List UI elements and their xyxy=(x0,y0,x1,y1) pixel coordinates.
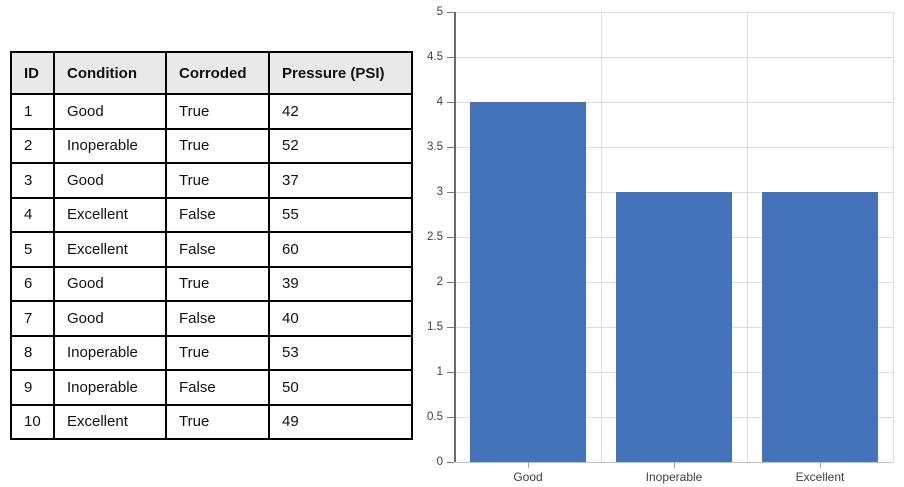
y-axis-tick xyxy=(447,416,454,418)
y-axis-tick xyxy=(447,101,454,103)
table-row: 1 Good True 42 xyxy=(10,93,413,130)
y-axis-tick xyxy=(447,56,454,58)
y-tick-label: 2.5 xyxy=(427,230,443,243)
table-cell: 5 xyxy=(10,231,55,268)
table-cell: 6 xyxy=(10,265,55,302)
table-cell: 39 xyxy=(268,265,413,302)
y-axis-tick xyxy=(447,371,454,373)
table-row: 5 Excellent False 60 xyxy=(10,231,413,268)
table-row: 7 Good False 40 xyxy=(10,300,413,337)
y-axis-tick xyxy=(447,461,454,463)
bar-excellent xyxy=(761,192,879,462)
y-tick-label: 0 xyxy=(436,455,443,468)
table-cell: 50 xyxy=(268,369,413,406)
table-cell: Excellent xyxy=(53,403,167,440)
x-axis-tick xyxy=(673,462,675,468)
table-cell: 40 xyxy=(268,300,413,337)
gridline xyxy=(600,12,602,462)
y-tick-label: 0.5 xyxy=(427,410,443,423)
condition-count-bar-chart: 5 4.5 4 3.5 3 2.5 2 1.5 1 0.5 0 Good Inoperable Excel… xyxy=(427,6,894,483)
gridline xyxy=(455,11,893,13)
gridline xyxy=(892,12,894,462)
table-cell: 49 xyxy=(268,403,413,440)
table-cell: True xyxy=(165,93,270,130)
gridline xyxy=(455,146,893,148)
table-cell: 60 xyxy=(268,231,413,268)
table-row: 3 Good True 37 xyxy=(10,162,413,199)
y-axis-tick xyxy=(447,146,454,148)
table-cell: 53 xyxy=(268,334,413,371)
y-tick-label: 5 xyxy=(436,5,443,18)
gridline xyxy=(746,12,748,462)
table-cell: 1 xyxy=(10,93,55,130)
gridline xyxy=(455,101,893,103)
table-cell: True xyxy=(165,265,270,302)
bar-good xyxy=(469,102,587,462)
x-tick-label: Excellent xyxy=(795,470,845,484)
table-cell: 52 xyxy=(268,127,413,164)
y-axis-tick xyxy=(447,11,454,13)
table-cell: 3 xyxy=(10,162,55,199)
table-cell: 8 xyxy=(10,334,55,371)
y-tick-label: 4.5 xyxy=(427,50,443,63)
table-cell: Good xyxy=(53,93,167,130)
y-axis-tick xyxy=(447,326,454,328)
y-axis-tick xyxy=(447,236,454,238)
column-header: ID xyxy=(10,51,55,95)
table-row: 10 Excellent True 49 xyxy=(10,403,413,440)
x-tick-label: Good xyxy=(513,470,543,484)
table-cell: 42 xyxy=(268,93,413,130)
table-cell: Inoperable xyxy=(53,127,167,164)
y-tick-label: 2 xyxy=(436,275,443,288)
table-cell: False xyxy=(165,196,270,233)
table-cell: 55 xyxy=(268,196,413,233)
table-row: 6 Good True 39 xyxy=(10,265,413,302)
table-cell: False xyxy=(165,300,270,337)
bar-inoperable xyxy=(615,192,733,462)
column-header: Pressure (PSI) xyxy=(268,51,413,95)
gridline xyxy=(455,56,893,58)
y-tick-label: 1.5 xyxy=(427,320,443,333)
y-axis-line xyxy=(454,12,456,462)
table-cell: 4 xyxy=(10,196,55,233)
table-row: 2 Inoperable True 52 xyxy=(10,127,413,164)
table-cell: False xyxy=(165,369,270,406)
x-axis-tick xyxy=(819,462,821,468)
table-cell: 10 xyxy=(10,403,55,440)
y-tick-label: 4 xyxy=(436,95,443,108)
table-cell: Good xyxy=(53,162,167,199)
x-axis-tick xyxy=(527,462,529,468)
table-cell: 9 xyxy=(10,369,55,406)
table-cell: False xyxy=(165,231,270,268)
y-tick-label: 3.5 xyxy=(427,140,443,153)
y-tick-label: 1 xyxy=(436,365,443,378)
table-cell: Good xyxy=(53,300,167,337)
table-row: 8 Inoperable True 53 xyxy=(10,334,413,371)
y-tick-label: 3 xyxy=(436,185,443,198)
table-cell: True xyxy=(165,403,270,440)
y-axis-tick xyxy=(447,281,454,283)
table-cell: Inoperable xyxy=(53,369,167,406)
table-cell: 7 xyxy=(10,300,55,337)
table-cell: True xyxy=(165,334,270,371)
column-header: Condition xyxy=(53,51,167,95)
table-cell: Inoperable xyxy=(53,334,167,371)
table-row: 9 Inoperable False 50 xyxy=(10,369,413,406)
table-cell: Excellent xyxy=(53,231,167,268)
table-cell: Excellent xyxy=(53,196,167,233)
table-header-row: ID Condition Corroded Pressure (PSI) xyxy=(10,51,413,95)
table-cell: True xyxy=(165,162,270,199)
pipe-data-table: ID Condition Corroded Pressure (PSI) 1 Good T… xyxy=(10,51,413,440)
y-axis-tick xyxy=(447,191,454,193)
x-tick-label: Inoperable xyxy=(645,470,703,484)
column-header: Corroded xyxy=(165,51,270,95)
table-row: 4 Excellent False 55 xyxy=(10,196,413,233)
table-cell: True xyxy=(165,127,270,164)
table-cell: 37 xyxy=(268,162,413,199)
table-cell: 2 xyxy=(10,127,55,164)
table-cell: Good xyxy=(53,265,167,302)
